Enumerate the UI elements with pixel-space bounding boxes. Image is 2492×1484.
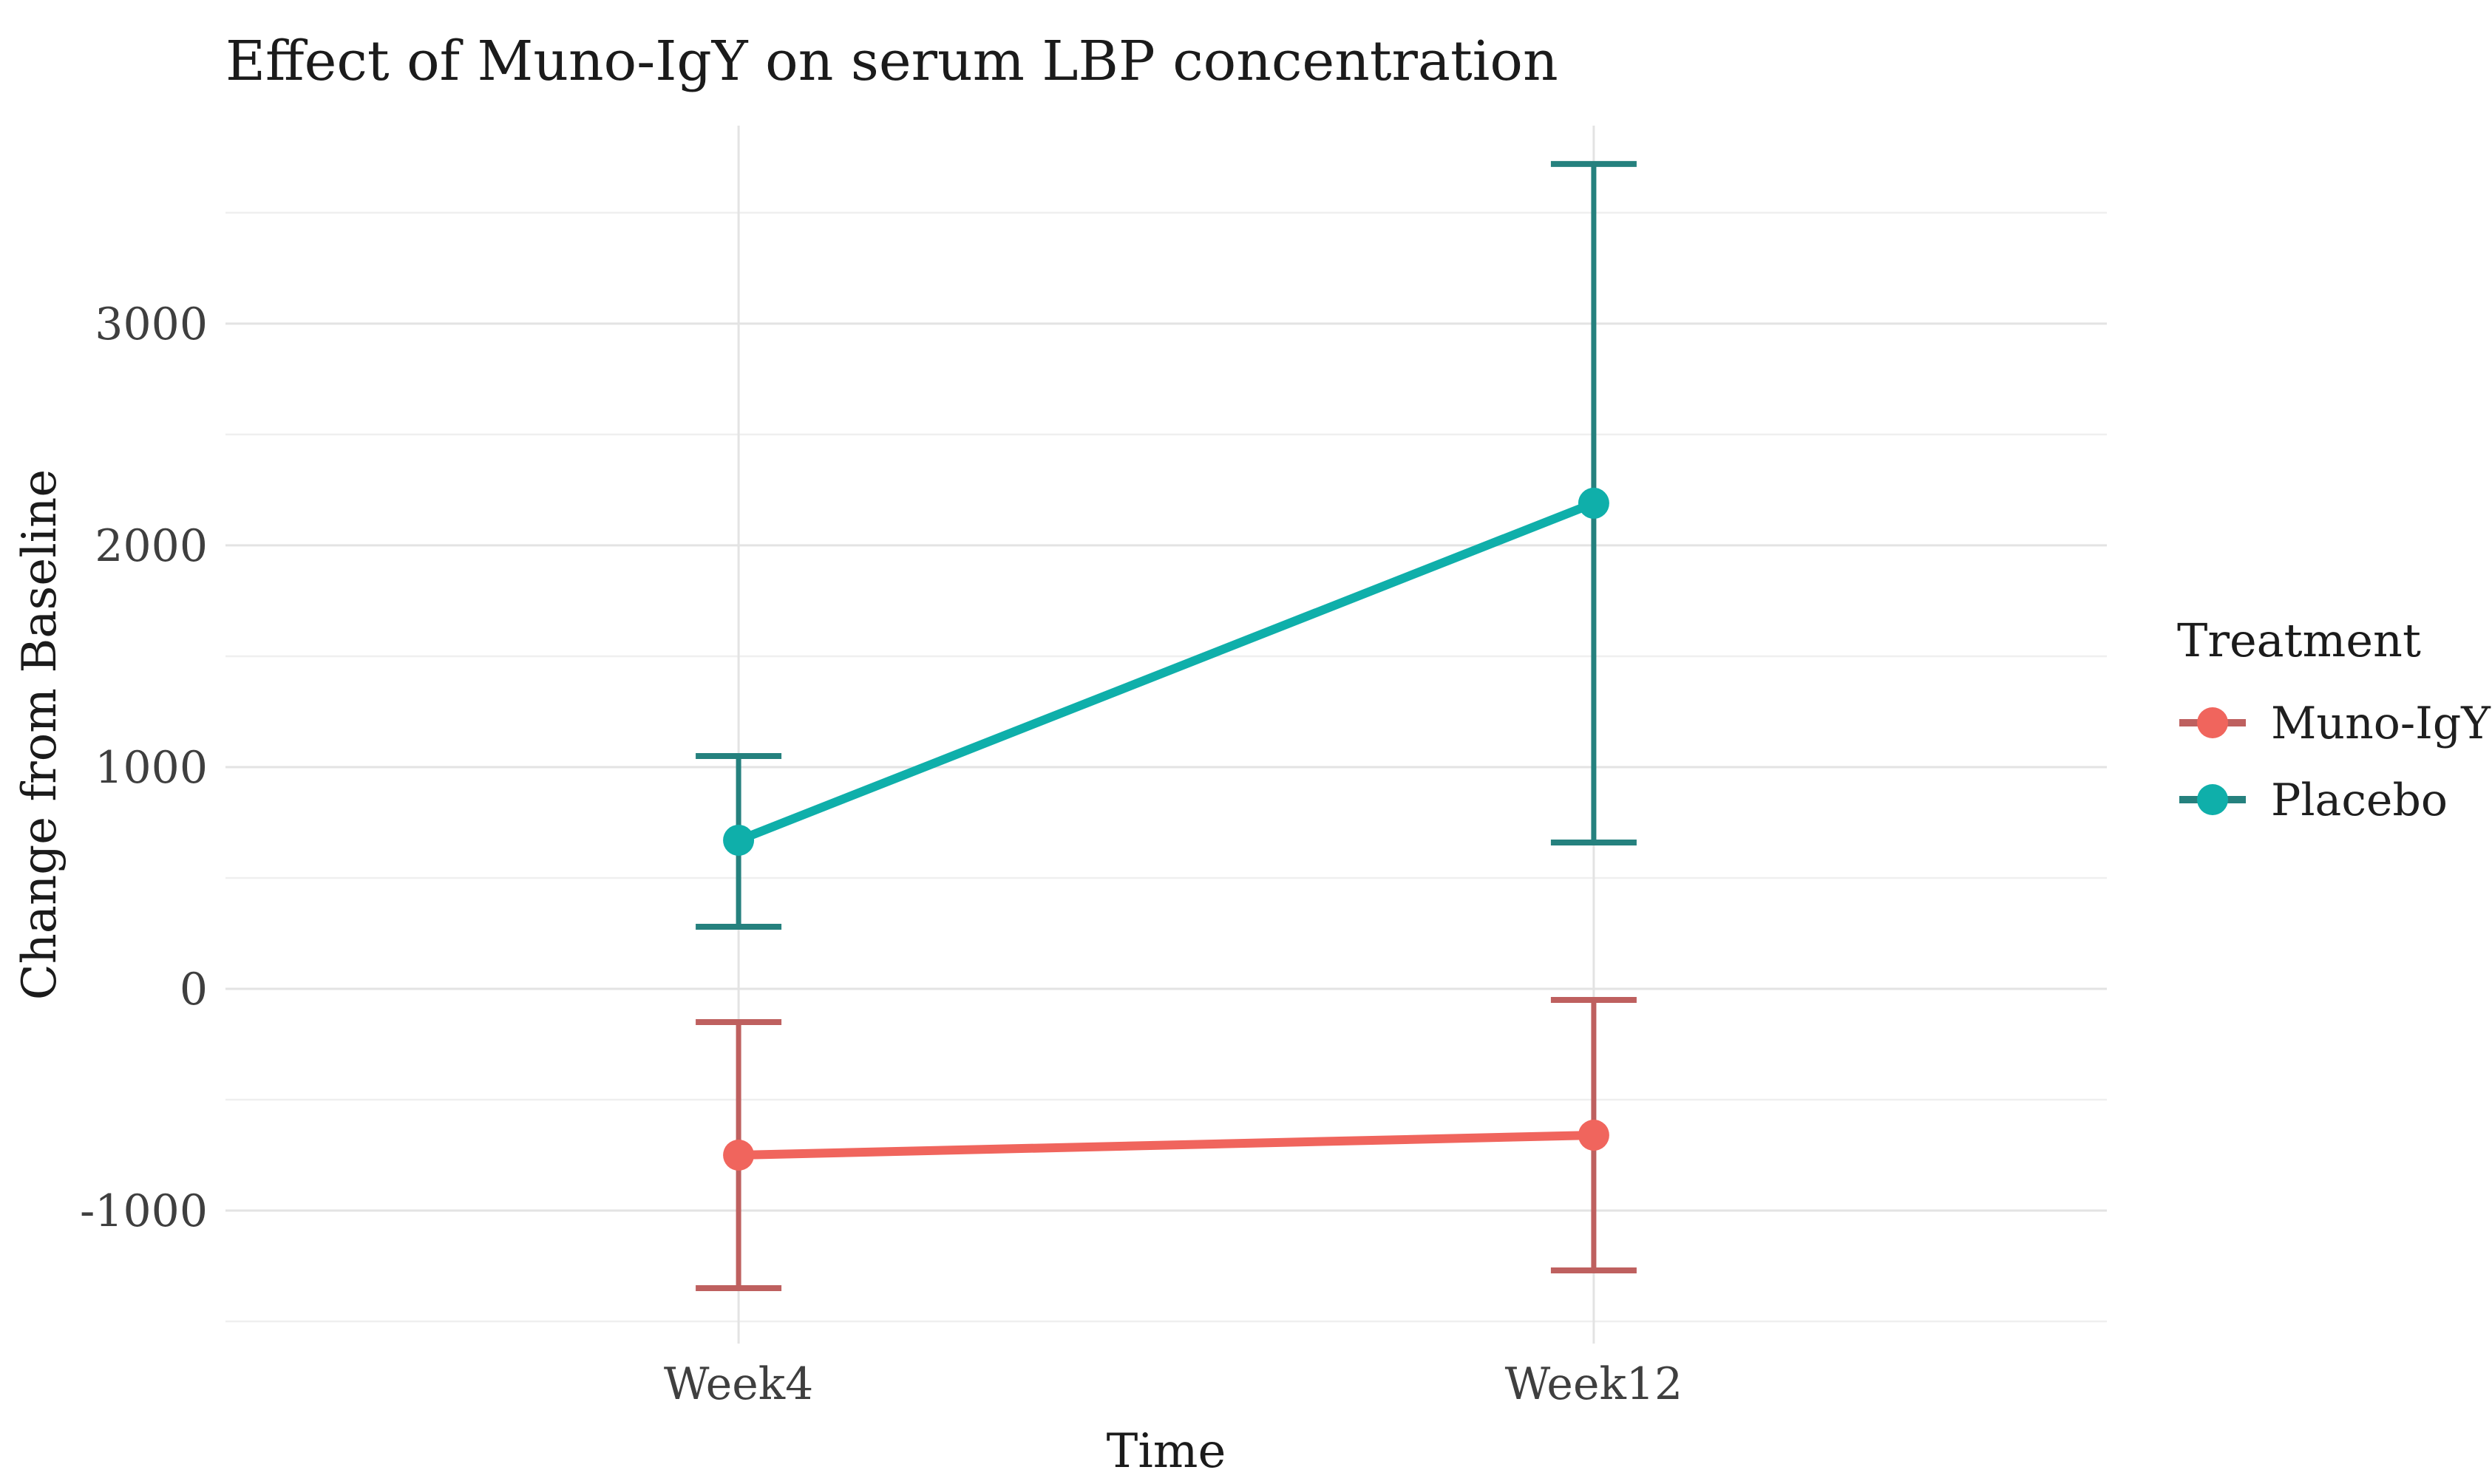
series-line [736,499,1596,845]
x-tick-label: Week12 [1505,1358,1683,1410]
data-point [1578,487,1609,519]
legend-title: Treatment [2177,613,2421,667]
y-tick-label: 0 [180,964,208,1015]
legend-item-label: Muno-IgY [2271,698,2491,749]
data-point [723,1139,755,1171]
legend-item-label: Placebo [2271,775,2448,826]
legend-key-point [2197,784,2228,815]
y-tick-label: 3000 [95,299,208,350]
legend-key-point [2197,707,2228,738]
data-point [1578,1119,1609,1151]
y-tick-label: 2000 [95,520,208,572]
y-tick-label: 1000 [95,742,208,794]
y-tick-label: -1000 [80,1185,208,1237]
series-line [738,1130,1595,1160]
x-axis-title: Time [1107,1424,1226,1479]
x-tick-label: Week4 [664,1358,813,1410]
y-axis-title: Change from Baseline [13,469,67,1001]
data-point [723,824,755,856]
chart-title: Effect of Muno-IgY on serum LBP concentr… [225,30,1558,93]
